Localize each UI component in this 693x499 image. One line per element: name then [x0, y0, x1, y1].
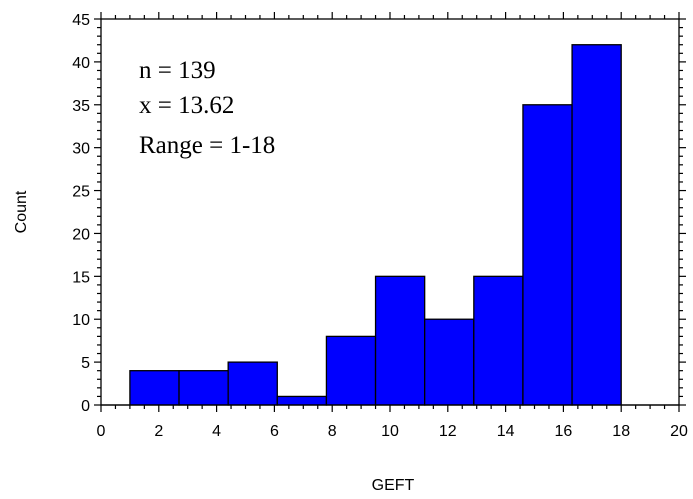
- annotation-range: Range = 1-18: [139, 132, 275, 159]
- histogram-bar-3: [276, 395, 328, 406]
- y-tick-label: 30: [72, 141, 90, 158]
- y-tick-label: 15: [72, 269, 90, 286]
- histogram-bar-2: [227, 361, 278, 406]
- y-tick-label: 25: [72, 184, 90, 201]
- histogram-bar-7: [473, 275, 524, 406]
- x-axis-label: GEFT: [372, 477, 415, 494]
- histogram-bar-5: [374, 275, 426, 406]
- x-tick-label: 12: [439, 423, 457, 440]
- x-tick-label: 14: [497, 423, 515, 440]
- y-tick-label: 45: [72, 12, 90, 29]
- y-tick-label: 0: [81, 398, 90, 415]
- bars-group: [101, 44, 679, 406]
- axes-group: 0 5 10 15 20 25 30 35 40 45 0 2 4 6 8 10 12 14 16 18 20: [72, 12, 688, 440]
- x-tick-label: 10: [381, 423, 399, 440]
- y-tick-label: 40: [72, 55, 90, 72]
- y-tick-label: 20: [72, 226, 90, 243]
- y-axis-label: Count: [13, 190, 30, 233]
- histogram-bar-8: [522, 104, 573, 406]
- histogram-bar-1: [178, 370, 229, 406]
- annotation-n: n = 139: [139, 57, 216, 84]
- histogram-bar-9: [571, 44, 622, 406]
- annotations-group: n = 139 x = 13.62 Range = 1-18: [139, 57, 275, 159]
- x-tick-label: 16: [555, 423, 573, 440]
- y-tick-label: 5: [81, 355, 90, 372]
- x-tick-label: 6: [270, 423, 279, 440]
- histogram-bar-6: [424, 318, 475, 406]
- x-tick-label: 2: [154, 423, 163, 440]
- x-tick-label: 0: [97, 423, 106, 440]
- x-tick-label: 20: [670, 423, 688, 440]
- y-tick-label: 10: [72, 312, 90, 329]
- x-tick-label: 18: [612, 423, 630, 440]
- histogram-bar-4: [325, 335, 377, 406]
- annotation-mean: x = 13.62: [139, 92, 234, 119]
- histogram-bar-0: [129, 370, 180, 406]
- x-tick-label: 4: [212, 423, 221, 440]
- x-tick-label: 8: [328, 423, 337, 440]
- y-tick-label: 35: [72, 98, 90, 115]
